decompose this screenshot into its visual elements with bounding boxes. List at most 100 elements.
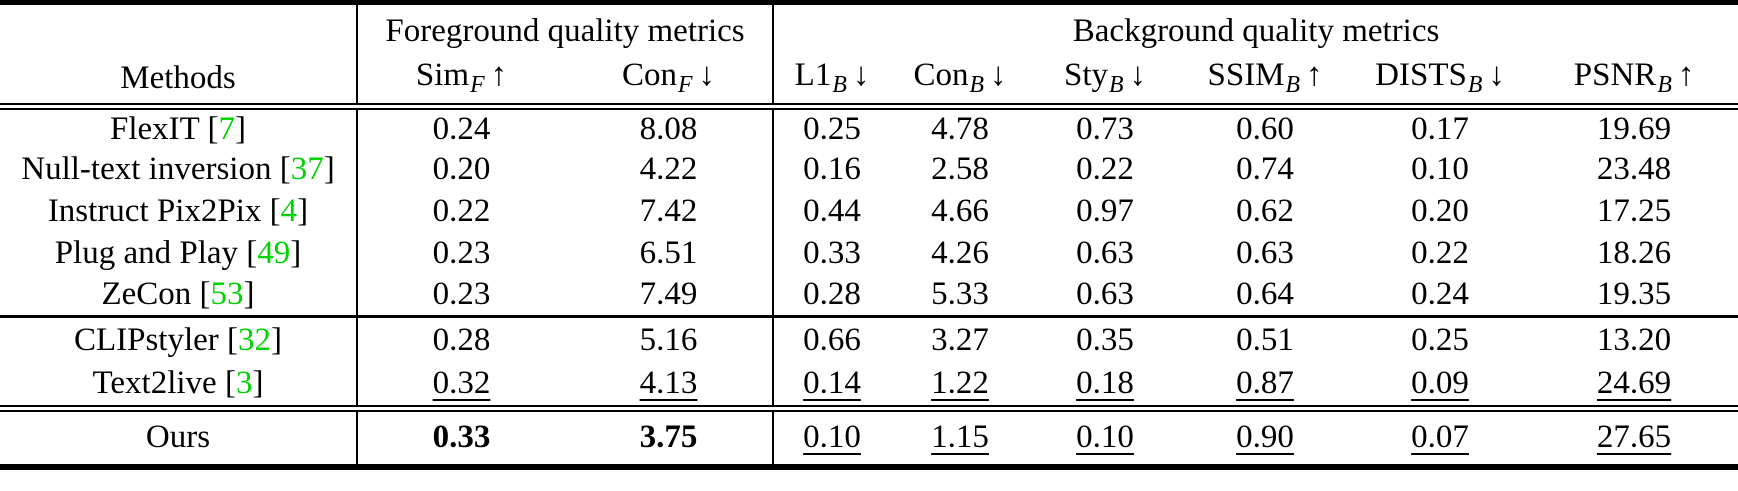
metric-value: 0.87 xyxy=(1236,365,1294,402)
metric-value: 0.24 xyxy=(1411,276,1469,313)
metric-value: 0.44 xyxy=(803,193,861,229)
metric-value-cell: 4.26 xyxy=(890,233,1030,275)
metric-subscript: B xyxy=(1467,71,1483,98)
metric-value-cell: 4.78 xyxy=(890,107,1030,149)
group-header-row: Foreground quality metrics Background qu… xyxy=(0,2,1738,53)
metric-value: 0.10 xyxy=(1076,419,1134,456)
citation-link[interactable]: 49 xyxy=(257,235,291,271)
method-name: Null-text inversion xyxy=(21,151,272,187)
citation-link[interactable]: 37 xyxy=(290,151,324,187)
col-header-distsb: DISTSB ↓ xyxy=(1350,53,1530,107)
citation-link[interactable]: 32 xyxy=(238,321,272,358)
method-name: Text2live xyxy=(92,365,217,402)
background-group-label: Background quality metrics xyxy=(772,2,1738,53)
metric-value: 4.13 xyxy=(639,365,698,402)
metric-value-cell: 8.08 xyxy=(565,107,773,149)
method-name-cell: ZeCon [53] xyxy=(0,275,357,317)
metric-value: 0.60 xyxy=(1236,110,1294,147)
up-arrow-icon: ↑ xyxy=(1677,57,1695,94)
metric-value: 0.22 xyxy=(1076,151,1134,187)
metric-value: 0.62 xyxy=(1236,193,1294,229)
metric-subscript: F xyxy=(470,71,485,98)
metric-value-cell: 0.07 xyxy=(1350,409,1530,467)
metric-value: 0.63 xyxy=(1236,235,1294,271)
metric-value: 0.14 xyxy=(803,365,861,402)
metric-value: 0.25 xyxy=(803,110,861,147)
metric-value-cell: 4.13 xyxy=(565,363,773,409)
metric-value: 24.69 xyxy=(1596,365,1672,402)
metric-value: 5.33 xyxy=(931,276,989,313)
metric-value-cell: 0.22 xyxy=(1030,149,1180,191)
table-row: CLIPstyler [32] 0.28 5.16 0.66 3.27 0.35 0.51 0… xyxy=(0,316,1738,363)
citation-bracket: [ xyxy=(261,193,281,229)
metric-value: 0.16 xyxy=(803,151,861,187)
metric-value-cell: 0.09 xyxy=(1350,363,1530,409)
metric-value-cell: 0.20 xyxy=(356,148,565,191)
down-arrow-icon: ↓ xyxy=(1488,57,1505,94)
table-row: Plug and Play [49] 0.23 6.51 0.33 4.26 0.63 0.… xyxy=(0,232,1738,275)
metric-value: 0.28 xyxy=(432,321,491,358)
citation-bracket: [ xyxy=(218,321,239,358)
citation-link[interactable]: 4 xyxy=(280,193,298,229)
metrics-comparison-table: Foreground quality metrics Background qu… xyxy=(0,0,1738,470)
metric-value-cell: 0.24 xyxy=(356,106,565,149)
table-row: FlexIT [7] 0.24 8.08 0.25 4.78 0.73 0.60 0.17 19… xyxy=(0,106,1738,149)
baseline-methods-section: FlexIT [7] 0.24 8.08 0.25 4.78 0.73 0.60 0.17 19… xyxy=(0,106,1738,317)
table-row: Null-text inversion [37] 0.20 4.22 0.16 2.58… xyxy=(0,148,1738,191)
metric-value-cell: 13.20 xyxy=(1530,317,1738,363)
metric-value-cell: 0.73 xyxy=(1030,107,1180,149)
metric-value: 2.58 xyxy=(931,151,989,187)
metric-value-cell: 0.63 xyxy=(1180,233,1350,275)
metric-subscript: F xyxy=(678,71,693,98)
metric-value: 19.35 xyxy=(1596,276,1672,313)
metric-value-cell: 0.66 xyxy=(772,316,891,363)
metric-name: SSIM xyxy=(1207,57,1285,94)
metric-subscript: B xyxy=(1657,71,1672,98)
metric-value: 0.22 xyxy=(432,193,491,229)
citation-link[interactable]: 3 xyxy=(235,365,253,402)
metric-value: 0.33 xyxy=(432,419,491,456)
down-arrow-icon: ↓ xyxy=(990,57,1007,94)
table-row: Instruct Pix2Pix [4] 0.22 7.42 0.44 4.66 0.97… xyxy=(0,190,1738,233)
metric-value: 0.66 xyxy=(803,321,861,358)
metric-value: 0.28 xyxy=(803,276,861,313)
method-name: Ours xyxy=(145,419,211,456)
metric-value-cell: 4.66 xyxy=(890,191,1030,233)
metric-value-cell: 19.69 xyxy=(1530,107,1738,149)
column-header-row: Methods SimF ↑ ConF ↓ L1B ↓ ConB ↓ StyB ↓ SSI xyxy=(0,53,1738,107)
citation-link[interactable]: 7 xyxy=(218,110,235,147)
metric-value-cell: 0.23 xyxy=(356,232,565,275)
metric-value-cell: 0.10 xyxy=(1030,409,1180,467)
metric-value-cell: 19.35 xyxy=(1530,275,1738,317)
metric-value: 1.15 xyxy=(931,419,989,456)
metric-value: 23.48 xyxy=(1596,151,1672,187)
citation-bracket: [ xyxy=(191,276,211,313)
metric-value: 0.63 xyxy=(1076,235,1134,271)
metric-value: 4.22 xyxy=(639,151,698,187)
citation-bracket: ] xyxy=(290,235,302,271)
metric-value: 1.22 xyxy=(931,365,989,402)
metric-value-cell: 0.63 xyxy=(1030,275,1180,317)
method-name-cell: Null-text inversion [37] xyxy=(0,149,357,191)
citation-link[interactable]: 53 xyxy=(210,276,244,313)
method-name: Instruct Pix2Pix xyxy=(47,193,262,229)
method-name-cell: Instruct Pix2Pix [4] xyxy=(0,191,357,233)
metric-value-cell: 4.22 xyxy=(565,149,773,191)
metric-value: 0.64 xyxy=(1236,276,1294,313)
metric-value-cell: 0.10 xyxy=(1350,149,1530,191)
table-row: ZeCon [53] 0.23 7.49 0.28 5.33 0.63 0.64 0.24 19… xyxy=(0,274,1738,317)
metric-value-cell: 1.22 xyxy=(890,363,1030,409)
metric-subscript: B xyxy=(832,71,847,98)
citation-bracket: [ xyxy=(216,365,236,402)
foreground-group-label: Foreground quality metrics xyxy=(355,2,774,53)
metric-subscript: B xyxy=(969,71,985,98)
metric-value: 3.27 xyxy=(931,321,989,358)
metric-value-cell: 18.26 xyxy=(1530,233,1738,275)
metric-value: 0.74 xyxy=(1236,151,1294,187)
col-header-conf: ConF ↓ xyxy=(565,53,773,107)
metric-value: 4.78 xyxy=(931,110,989,147)
down-arrow-icon: ↓ xyxy=(1129,57,1147,94)
metric-value-cell: 0.87 xyxy=(1180,363,1350,409)
metric-name: DISTS xyxy=(1375,57,1467,94)
